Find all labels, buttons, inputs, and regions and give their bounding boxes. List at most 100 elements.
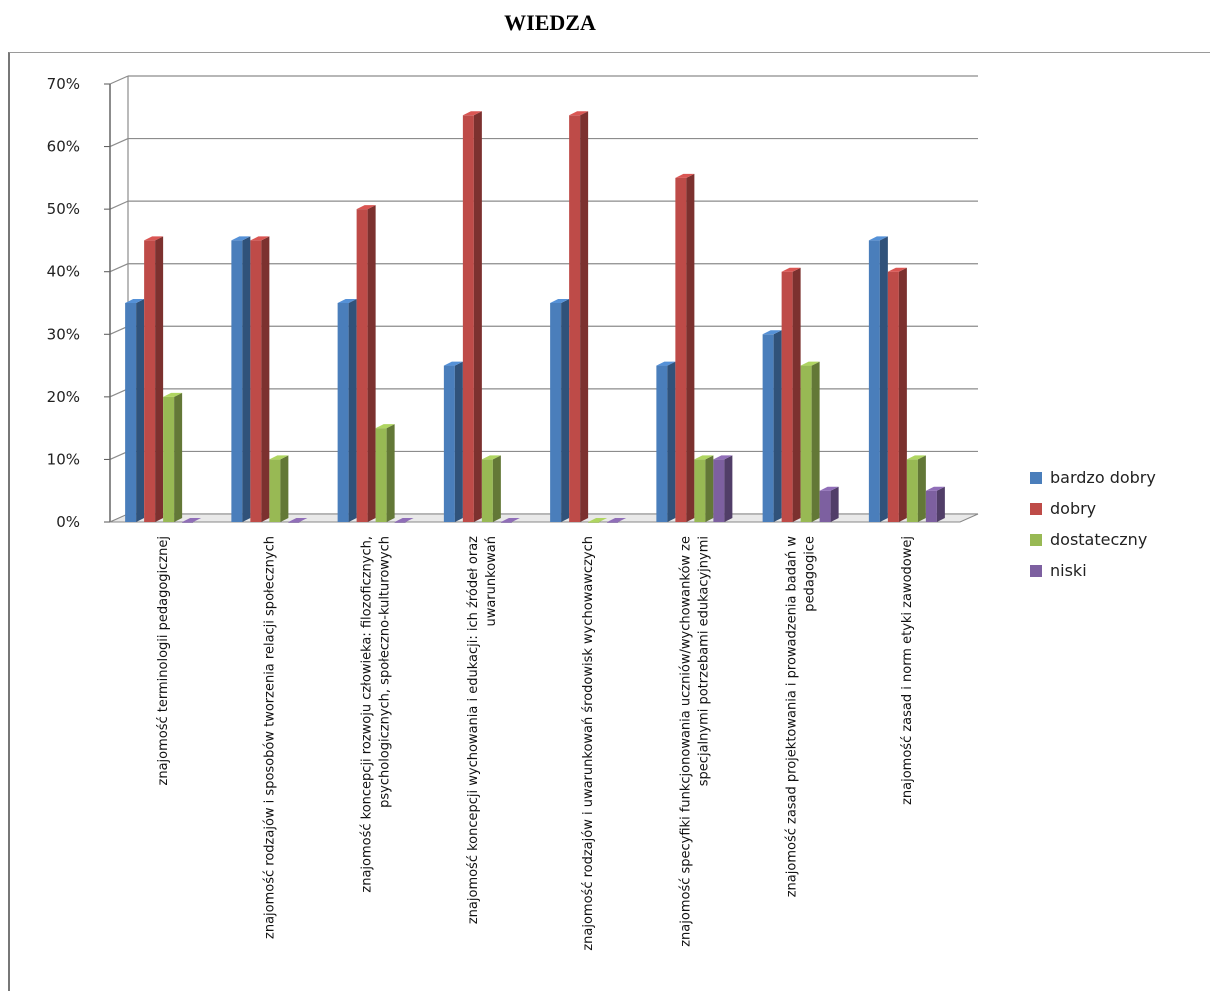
bar-top [713, 455, 733, 460]
bar [144, 236, 164, 522]
bar-side [724, 455, 733, 522]
bar-top [231, 236, 251, 241]
bar-side [492, 455, 501, 522]
bar-top [500, 518, 520, 522]
bar-front [462, 115, 474, 523]
x-category-label: specjalnymi potrzebami edukacyjnymi [696, 536, 711, 786]
bar-front [868, 240, 880, 522]
bar-top [462, 111, 482, 116]
bar-side [830, 486, 839, 522]
bar-top [550, 299, 570, 303]
bar-front [675, 177, 687, 522]
bar-front [887, 271, 899, 522]
bar-top [375, 424, 395, 429]
bar-side [348, 299, 357, 522]
bar [588, 518, 608, 523]
bar [906, 455, 926, 522]
bar-top [288, 518, 308, 522]
bar-front [762, 334, 774, 522]
bar-side [367, 205, 376, 522]
y-tick-label: 20% [47, 388, 80, 406]
bar [250, 236, 270, 522]
bar-top [163, 392, 183, 397]
bar-side [898, 267, 907, 522]
bar [819, 486, 839, 522]
bar-top [269, 455, 289, 460]
y-tick-label: 40% [47, 263, 80, 281]
y-tick-label: 30% [47, 325, 80, 343]
bar-front [607, 522, 619, 523]
bar-front [819, 490, 831, 522]
gridline-side [109, 263, 129, 273]
bar-top [925, 486, 945, 491]
bar-side [454, 361, 463, 522]
bar [550, 299, 570, 522]
bar-top [656, 361, 676, 366]
legend-swatch [1030, 565, 1042, 577]
bar-front [713, 459, 725, 522]
bar-side [155, 236, 164, 522]
x-category-label: znajomość koncepcji wychowania i edukacj… [466, 536, 481, 924]
bar-front [375, 428, 387, 522]
bar-top [781, 267, 801, 272]
legend-label: dobry [1050, 499, 1096, 518]
bar-side [936, 486, 945, 522]
bar-top [800, 361, 820, 366]
bar-side [705, 455, 714, 522]
bar-front [906, 459, 918, 522]
bar-top [762, 330, 782, 335]
gridline-side [109, 388, 129, 398]
bar [288, 518, 308, 523]
bar [694, 455, 714, 522]
bar-side [667, 361, 676, 522]
bar-top [819, 486, 839, 491]
bar-side [386, 424, 395, 522]
bar-top [588, 518, 608, 522]
bar-side [174, 392, 183, 522]
bar [887, 267, 907, 522]
bar [163, 392, 183, 522]
bar-top [394, 518, 414, 522]
bar [925, 486, 945, 522]
bar-top [694, 455, 714, 460]
bar-side [686, 173, 695, 522]
y-tick-label: 10% [47, 450, 80, 468]
bar-front [356, 209, 368, 522]
gridline-side [109, 450, 129, 460]
bar-front [694, 459, 706, 522]
bar [375, 424, 395, 522]
bar [231, 236, 251, 522]
bar-side [242, 236, 251, 522]
bar-side [917, 455, 926, 522]
bar-side [811, 361, 820, 522]
x-category-label: znajomość rodzajów i uwarunkowań środowi… [581, 536, 596, 951]
bar [569, 111, 589, 523]
bar-front [144, 240, 156, 522]
bar-front [288, 522, 300, 523]
bar-top [182, 518, 202, 522]
x-category-label: znajomość rodzajów i sposobów tworzenia … [262, 536, 277, 939]
bar-front [800, 365, 812, 522]
bar-front [500, 522, 512, 523]
bar [868, 236, 888, 522]
x-category-label: znajomość specyfiki funkcjonowania uczni… [678, 536, 693, 947]
bar-side [580, 111, 589, 523]
chart-frame [8, 52, 1210, 991]
bar-side [136, 299, 145, 522]
bar-front [588, 522, 600, 523]
bar-side [879, 236, 888, 522]
bar [607, 518, 627, 523]
legend-swatch [1030, 534, 1042, 546]
bar [800, 361, 820, 522]
bar-side [773, 330, 782, 522]
y-tick-label: 60% [47, 138, 80, 156]
gridline-side [109, 325, 129, 335]
gridline-side [109, 138, 129, 148]
bar-top [443, 361, 463, 366]
bar [462, 111, 482, 523]
bar-top [607, 518, 627, 522]
bar [394, 518, 414, 523]
y-tick-label: 70% [47, 75, 80, 93]
bar-front [250, 240, 262, 522]
